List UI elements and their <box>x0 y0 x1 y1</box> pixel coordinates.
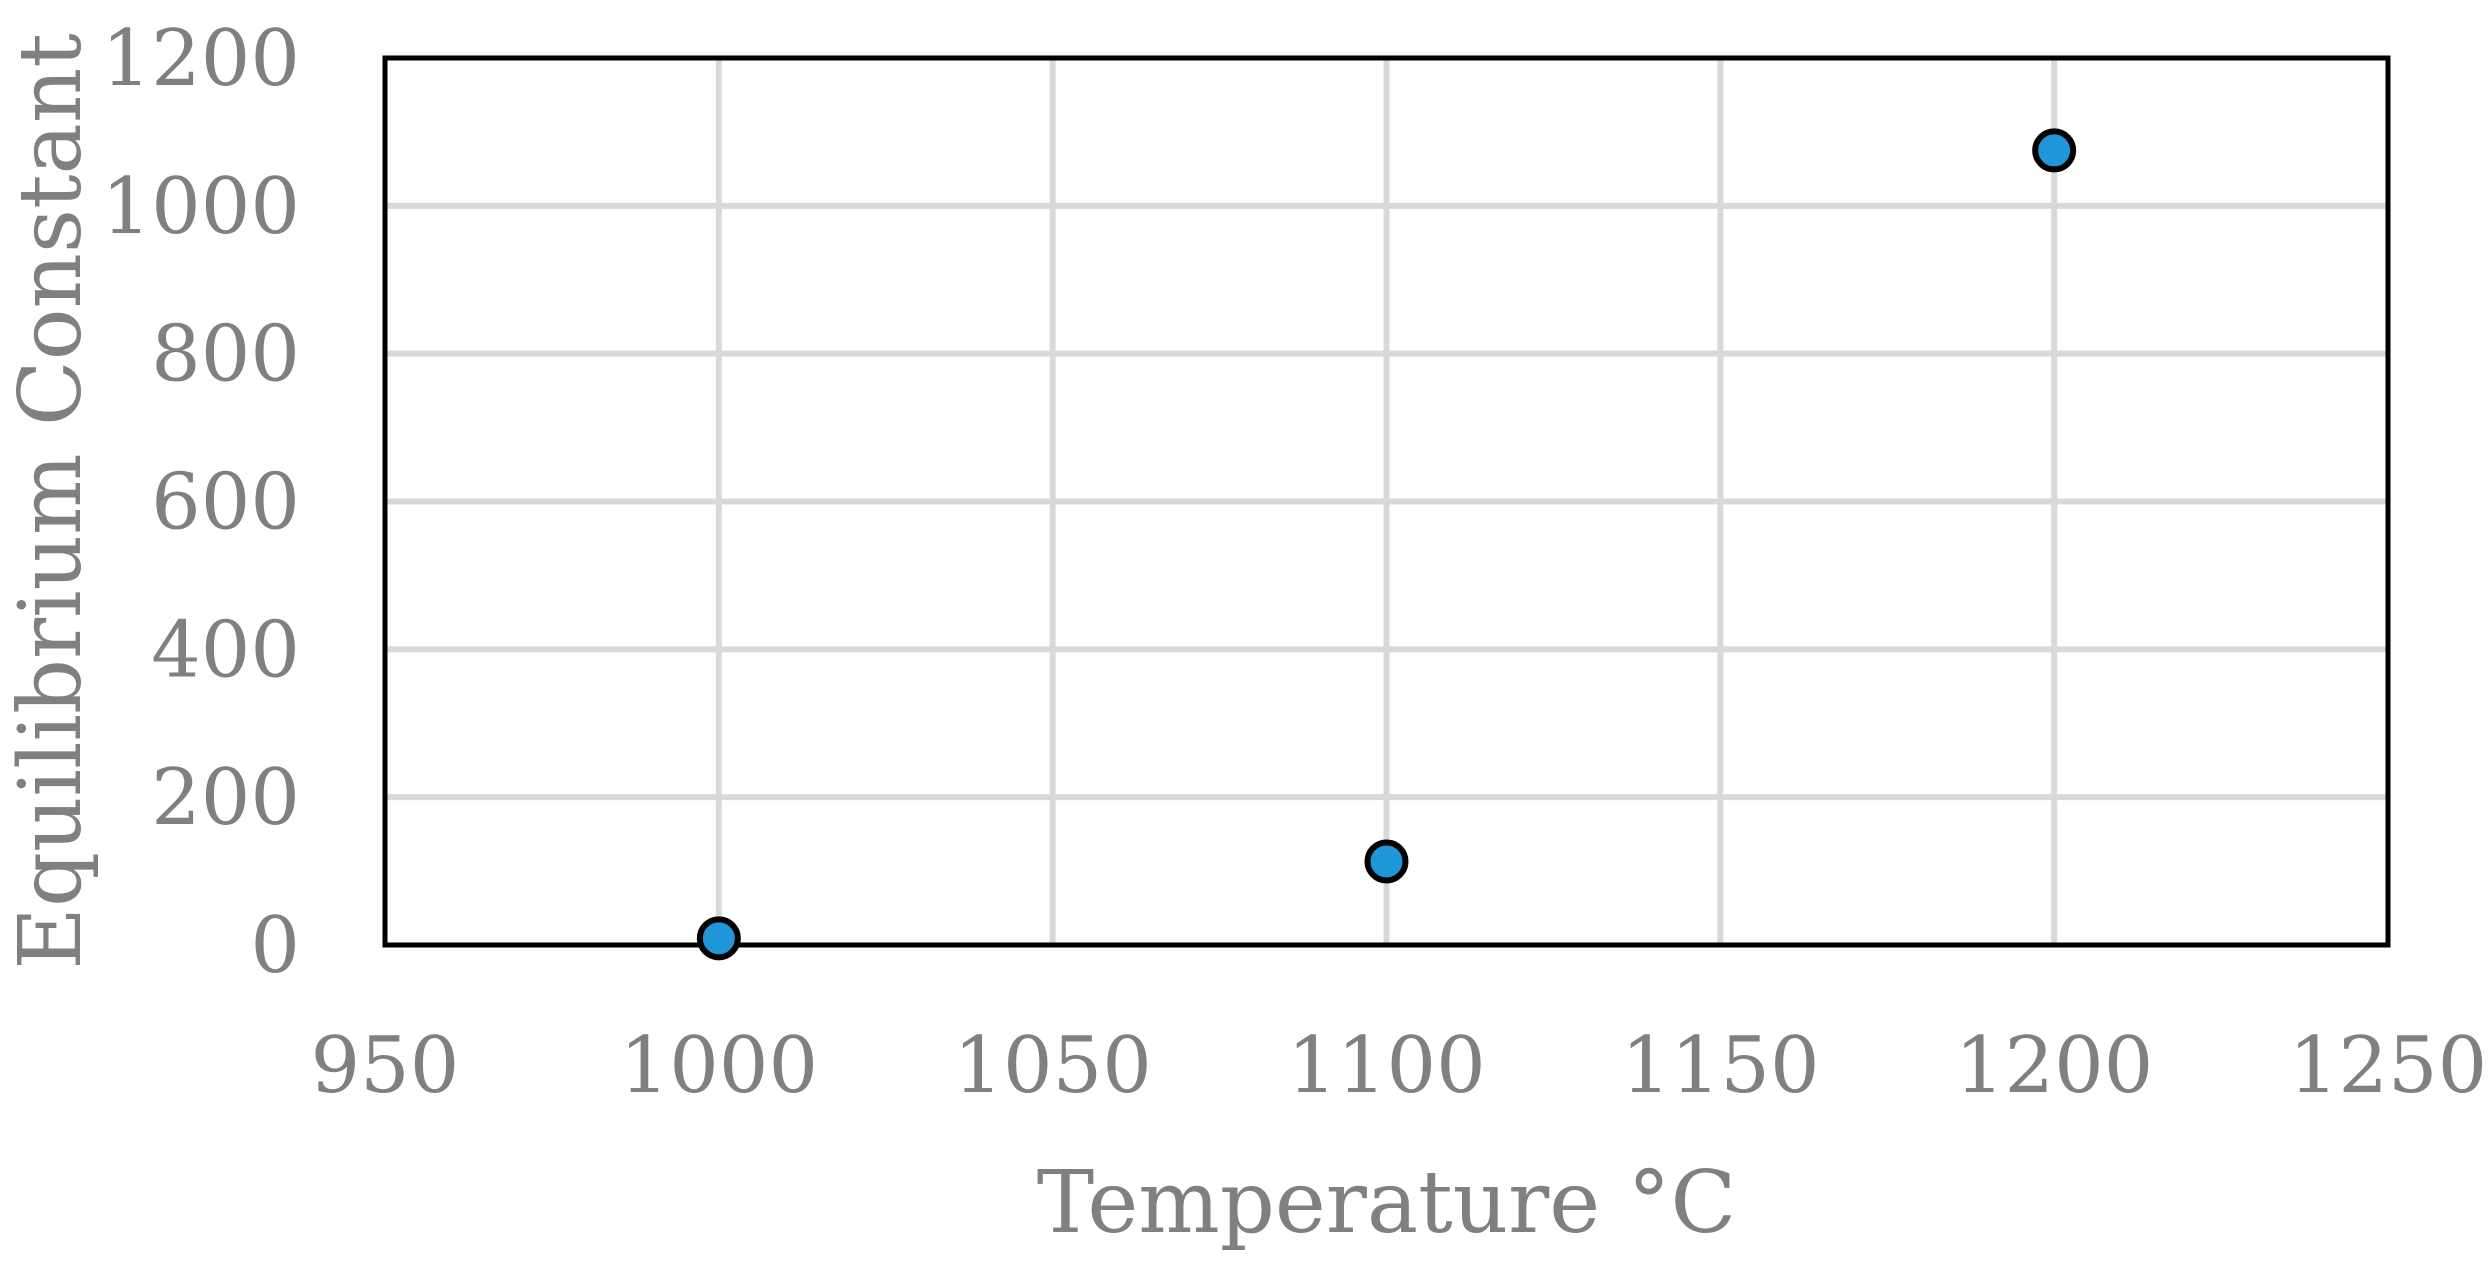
x-tick-label: 1150 <box>1621 1021 1820 1111</box>
y-axis-title: Equilibrium Constant <box>1 33 101 970</box>
y-tick-label: 1200 <box>101 14 300 104</box>
data-point <box>696 916 741 961</box>
data-point <box>2032 128 2077 173</box>
x-tick-label: 1200 <box>1955 1021 2154 1111</box>
x-tick-label: 950 <box>311 1021 460 1111</box>
y-axis-tick-labels: 0 200 400 600 800 1000 1200 <box>101 14 300 991</box>
y-tick-label: 200 <box>151 753 300 843</box>
x-tick-label: 1100 <box>1287 1021 1486 1111</box>
y-tick-label: 600 <box>151 458 300 548</box>
y-tick-label: 400 <box>151 605 300 695</box>
y-tick-label: 0 <box>250 901 300 991</box>
x-tick-label: 1250 <box>2289 1021 2488 1111</box>
plot-area-border <box>382 55 2391 948</box>
y-tick-label: 1000 <box>101 162 300 252</box>
data-points <box>696 128 2077 961</box>
grid <box>385 58 2388 945</box>
x-axis-tick-labels: 950 1000 1050 1100 1150 1200 1250 <box>311 1021 2488 1111</box>
data-point <box>1364 839 1409 884</box>
x-tick-label: 1050 <box>953 1021 1152 1111</box>
x-tick-label: 1000 <box>620 1021 819 1111</box>
y-tick-label: 800 <box>151 310 300 400</box>
x-axis-title: Temperature °C <box>1037 1153 1737 1253</box>
